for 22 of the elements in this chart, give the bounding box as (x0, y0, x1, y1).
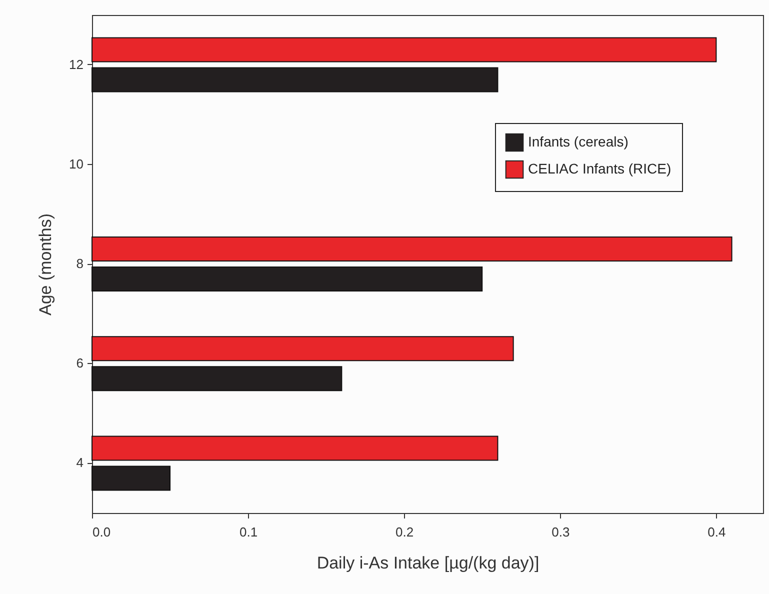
x-tick-label: 0.3 (552, 524, 570, 540)
bar (92, 236, 732, 262)
x-tick-label: 0.1 (240, 524, 258, 540)
y-tick-label: 4 (76, 455, 84, 470)
bar (92, 266, 483, 292)
legend-label: CELIAC Infants (RICE) (528, 160, 672, 176)
bar (92, 366, 342, 392)
y-tick-label: 6 (76, 356, 84, 371)
x-axis-title: Daily i-As Intake [µg/(kg day)] (316, 554, 540, 572)
x-tick-label: 0.4 (708, 524, 726, 540)
bar (92, 436, 498, 461)
y-axis-title: Age (months) (36, 213, 56, 316)
y-tick-label: 10 (69, 156, 84, 172)
bar (92, 466, 171, 491)
bar (92, 67, 498, 92)
x-tick-label: 0.0 (92, 524, 111, 540)
y-tick-label: 12 (69, 56, 84, 72)
y-tick-label: 8 (76, 256, 84, 271)
legend-label: Infants (cereals) (528, 134, 628, 150)
bar (92, 37, 717, 62)
bar (92, 336, 514, 362)
x-tick-label: 0.2 (396, 524, 414, 540)
